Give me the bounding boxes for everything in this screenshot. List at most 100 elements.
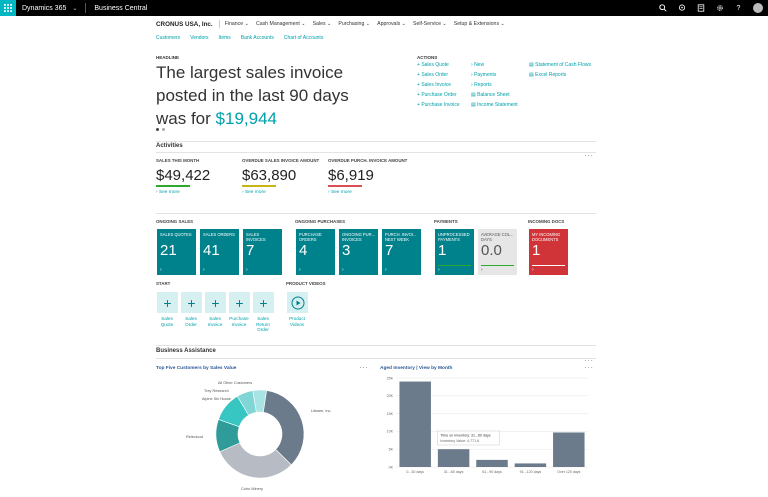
menu-label: Approvals	[377, 21, 401, 27]
more-options-icon[interactable]: ···	[584, 151, 594, 160]
start-sales-invoice-button[interactable]: +	[205, 292, 226, 313]
link-chart-of-accounts[interactable]: Chart of Accounts	[283, 35, 324, 41]
start-line: Order	[257, 327, 269, 332]
headline-amount[interactable]: $19,944	[215, 109, 277, 128]
product-videos-link[interactable]: Product Videos	[285, 316, 309, 327]
tile-purchase-orders[interactable]: PURCHASE ORDERS 4 ›	[296, 229, 335, 275]
product-videos-label: PRODUCT VIDEOS	[286, 281, 326, 286]
start-label-sales-invoice[interactable]: Sales Invoice	[203, 316, 227, 327]
link-vendors[interactable]: Vendors	[190, 35, 209, 41]
tile-ongoing-purchase-invoices[interactable]: ONGOING PUR... INVOICES 3 ›	[339, 229, 378, 275]
product-videos-button[interactable]	[287, 292, 308, 313]
action-income-statement[interactable]: ▤ Income Statement	[471, 102, 518, 108]
plus-icon: +	[163, 294, 172, 311]
tile-average-collection-days[interactable]: AVERAGE COL... DAYS 0.0 ›	[478, 229, 517, 275]
menu-self-service[interactable]: Self-Service ⌄	[413, 21, 447, 27]
pager-dot[interactable]	[162, 128, 165, 131]
notes-icon[interactable]	[691, 0, 710, 16]
action-balance-sheet[interactable]: ▤ Balance Sheet	[471, 92, 510, 98]
bar[interactable]	[553, 432, 585, 467]
kpi-sales-this-month[interactable]: SALES THIS MONTH $49,422 › See more	[156, 158, 210, 195]
menu-approvals[interactable]: Approvals ⌄	[377, 21, 406, 27]
menu-setup-extensions[interactable]: Setup & Extensions ⌄	[453, 21, 505, 27]
bar[interactable]	[514, 463, 547, 467]
menu-cash-management[interactable]: Cash Management ⌄	[255, 21, 306, 27]
avatar[interactable]	[753, 3, 763, 13]
kpi-overdue-sales[interactable]: OVERDUE SALES INVOICE AMOUNT $63,890 › S…	[242, 158, 319, 195]
x-tick-label: 91...120 days	[520, 470, 542, 474]
x-tick-label: Over 120 days	[557, 470, 581, 474]
start-label-sales-return-order[interactable]: Sales Return Order	[251, 316, 275, 333]
pager-dot[interactable]	[156, 128, 159, 131]
action-cash-flows[interactable]: ▤ Statement of Cash Flows	[529, 62, 591, 68]
tile-purch-invoices-next-week[interactable]: PURCH. INVOI... NEXT WEEK 7 ›	[382, 229, 421, 275]
action-excel-reports[interactable]: ▤ Excel Reports	[529, 72, 567, 78]
see-more-link[interactable]: › See more	[328, 190, 352, 195]
tile-sales-invoices[interactable]: SALES INVOICES 7 ›	[243, 229, 282, 275]
start-sales-order-button[interactable]: +	[181, 292, 202, 313]
start-line: Quote	[160, 321, 174, 327]
tile-sales-quotes[interactable]: SALES QUOTES 21 ›	[157, 229, 196, 275]
actions-col-2: › New › Payments › Reports ▤ Balance She…	[471, 62, 531, 112]
more-options-icon[interactable]: ···	[359, 363, 369, 372]
pie-chart[interactable]: Litware, Inc. Coho Winery Relecloud Alpine …	[156, 372, 368, 497]
action-sales-invoice[interactable]: + Sales Invoice	[417, 82, 452, 88]
start-line: Sales	[257, 316, 269, 321]
start-label-sales-order[interactable]: Sales Order	[179, 316, 203, 327]
tile-label: AVERAGE COL... DAYS	[481, 232, 514, 242]
bar[interactable]	[399, 381, 431, 467]
start-sales-return-order-button[interactable]: +	[253, 292, 274, 313]
bar[interactable]	[476, 459, 508, 467]
action-new[interactable]: › New	[471, 62, 485, 68]
action-sales-quote[interactable]: + Sales Quote	[417, 62, 449, 68]
lightbulb-icon[interactable]	[672, 0, 691, 16]
action-reports[interactable]: › Reports	[471, 82, 492, 88]
kpi-indicator	[242, 185, 276, 187]
action-label: Purchase Invoice	[421, 102, 460, 108]
tile-value: 1	[532, 242, 541, 259]
pie-slice[interactable]	[219, 442, 292, 479]
link-customers[interactable]: Customers	[156, 35, 181, 41]
tooltip-line: Time on Inventory: 31...60 days	[440, 434, 490, 438]
y-tick-label: 0K	[389, 465, 394, 469]
headline-line: The largest sales invoice	[156, 63, 344, 82]
more-options-icon[interactable]: ···	[584, 356, 594, 365]
link-bank-accounts[interactable]: Bank Accounts	[240, 35, 274, 41]
action-payments[interactable]: › Payments	[471, 72, 497, 78]
bar-chart[interactable]: 0K 5K 10K 15K 20K 25K 0...30 days 31...60 days 6…	[376, 372, 594, 497]
tile-sales-orders[interactable]: SALES ORDERS 41 ›	[200, 229, 239, 275]
menu-purchasing[interactable]: Purchasing ⌄	[338, 21, 371, 27]
start-line: Videos	[290, 321, 304, 327]
kpi-overdue-purch[interactable]: OVERDUE PURCH. INVOICE AMOUNT $6,919 › S…	[328, 158, 407, 195]
tile-value: 4	[299, 242, 308, 259]
start-label-sales-quote[interactable]: Sales Quote	[155, 316, 179, 327]
see-more-link[interactable]: › See more	[156, 190, 180, 195]
app-name[interactable]: Dynamics 365	[22, 4, 67, 12]
action-sales-order[interactable]: + Sales Order	[417, 72, 448, 78]
see-more-link[interactable]: › See more	[242, 190, 266, 195]
menu-finance[interactable]: Finance ⌄	[224, 21, 249, 27]
bar[interactable]	[437, 449, 470, 467]
tile-indicator	[438, 264, 471, 266]
tile-my-incoming-documents[interactable]: MY INCOMING DOCUMENTS 1 ›	[529, 229, 568, 275]
help-icon[interactable]: ?	[736, 4, 741, 12]
headline-pager[interactable]	[156, 128, 165, 131]
chevron-down-icon[interactable]: ⌄	[72, 5, 78, 12]
action-purchase-order[interactable]: + Purchase Order	[417, 92, 457, 98]
x-tick-label: 0...30 days	[406, 470, 424, 474]
pie-slice[interactable]	[252, 389, 267, 413]
start-purchase-invoice-button[interactable]: +	[229, 292, 250, 313]
search-icon[interactable]	[653, 0, 672, 16]
pie-slice[interactable]	[262, 390, 305, 466]
action-purchase-invoice[interactable]: + Purchase Invoice	[417, 102, 460, 108]
start-label-purchase-invoice[interactable]: Purchase Invoice	[227, 316, 251, 327]
menu-sales[interactable]: Sales ⌄	[312, 21, 332, 27]
main-nav: CRONUS USA, Inc. Finance ⌄ Cash Manageme…	[156, 19, 512, 29]
link-items[interactable]: Items	[218, 35, 231, 41]
tile-unprocessed-payments[interactable]: UNPROCESSED PAYMENTS 1 ›	[435, 229, 474, 275]
more-options-icon[interactable]: ···	[584, 363, 594, 372]
app-launcher-icon[interactable]	[0, 0, 16, 16]
settings-icon[interactable]	[710, 0, 729, 16]
start-sales-quote-button[interactable]: +	[157, 292, 178, 313]
company-name[interactable]: CRONUS USA, Inc.	[156, 20, 213, 28]
